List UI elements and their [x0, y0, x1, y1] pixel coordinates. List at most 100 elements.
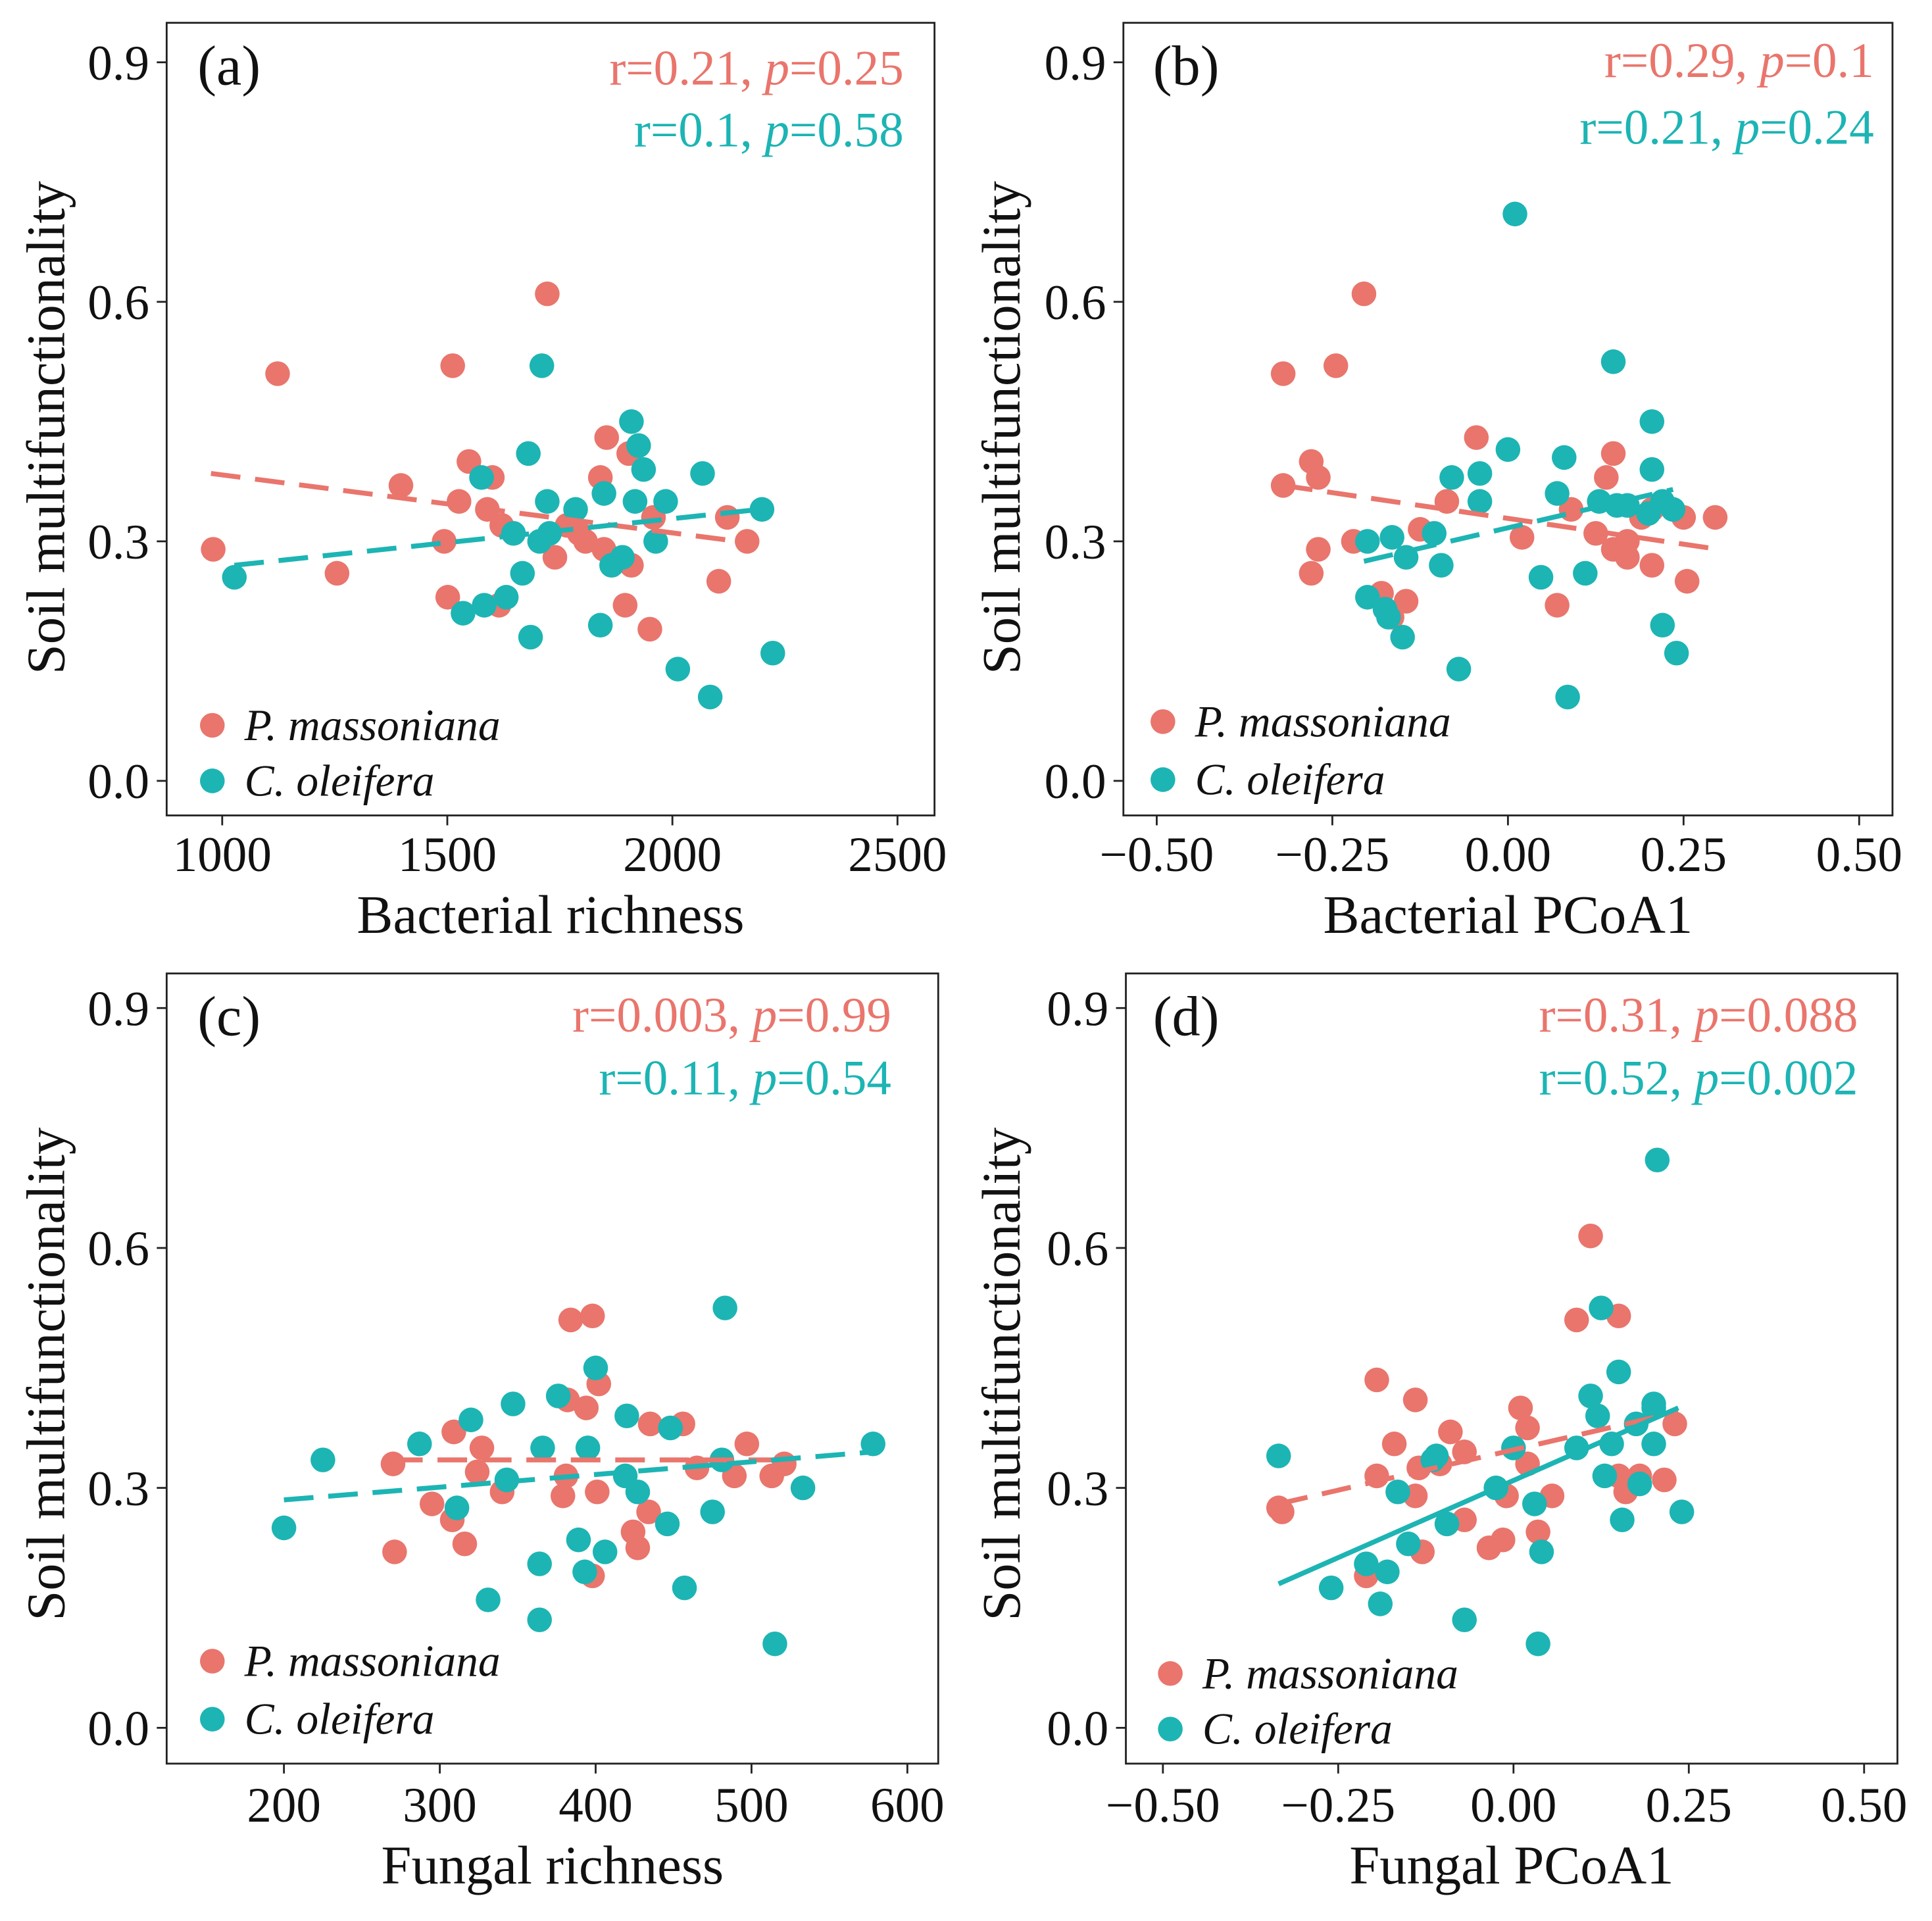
y-tick-label: 0.9 [87, 982, 149, 1037]
data-point-c-oleifera [271, 1515, 297, 1541]
data-point-c-oleifera [653, 489, 678, 514]
y-axis-title: Soil multifunctionality [16, 1128, 76, 1621]
data-point-p-massoniana [1299, 561, 1324, 586]
data-point-p-massoniana [594, 425, 620, 450]
data-point-p-massoniana [1545, 593, 1570, 618]
panel-label: (a) [197, 34, 260, 97]
data-point-p-massoniana [1306, 537, 1331, 562]
data-point-p-massoniana [558, 1307, 583, 1333]
data-point-c-oleifera [1641, 1432, 1666, 1457]
data-point-c-oleifera [1467, 489, 1493, 514]
data-point-c-oleifera [1502, 201, 1527, 227]
data-point-c-oleifera [1606, 1359, 1631, 1385]
data-point-c-oleifera [1318, 1575, 1344, 1601]
plot-frame [1125, 972, 1898, 1765]
data-point-c-oleifera [527, 1551, 552, 1576]
data-point-p-massoniana [550, 1484, 576, 1509]
panel-c: 200 300 400 500 600 0.0 0.3 0.6 0.9 Fungal richne… [16, 972, 945, 1895]
x-tick-label: 0.50 [1821, 1778, 1907, 1833]
data-point-c-oleifera [493, 585, 519, 610]
data-point-c-oleifera [563, 497, 588, 522]
data-point-c-oleifera [790, 1475, 816, 1501]
y-tick-label: 0.9 [1047, 982, 1108, 1037]
plot-frame [165, 972, 939, 1765]
data-point-c-oleifera [1385, 1479, 1410, 1505]
y-tick-label: 0.3 [87, 515, 149, 570]
data-point-c-oleifera [1375, 1559, 1400, 1585]
data-point-c-oleifera [444, 1495, 470, 1520]
legend-key-p-massoniana [1151, 709, 1176, 734]
x-tick-label: 1000 [173, 828, 272, 882]
trend-line-p-massoniana [1283, 483, 1720, 552]
data-point-c-oleifera [1424, 1443, 1449, 1468]
data-point-c-oleifera [592, 1539, 618, 1564]
data-point-p-massoniana [1270, 1499, 1295, 1524]
x-tick-label: 0.25 [1641, 828, 1727, 882]
data-point-p-massoniana [1662, 1411, 1687, 1437]
data-point-p-massoniana [432, 529, 457, 554]
data-point-c-oleifera [583, 1355, 608, 1381]
y-tick-label: 0.6 [1047, 1222, 1108, 1276]
data-point-p-massoniana [452, 1531, 478, 1557]
x-tick-label: 400 [558, 1778, 633, 1833]
y-tick-label: 0.0 [87, 1702, 149, 1757]
panel-label: (d) [1153, 985, 1220, 1048]
data-point-c-oleifera [643, 529, 668, 554]
data-point-c-oleifera [566, 1527, 591, 1553]
data-point-p-massoniana [542, 545, 568, 570]
y-tick-label: 0.6 [87, 1222, 149, 1276]
data-point-c-oleifera [516, 441, 541, 466]
data-point-c-oleifera [527, 1607, 552, 1633]
legend-key-c-oleifera [1158, 1716, 1183, 1741]
correlation-stat-c-oleifera: r=0.21, p=0.24 [1579, 101, 1873, 155]
data-point-p-massoniana [1578, 1223, 1603, 1249]
x-tick-label: 2500 [848, 828, 947, 882]
data-point-c-oleifera [1552, 445, 1577, 470]
data-point-c-oleifera [510, 561, 535, 586]
y-axis-title: Soil multifunctionality [16, 181, 76, 674]
data-point-c-oleifera [625, 1479, 651, 1505]
correlation-stat-c-oleifera: r=0.1, p=0.58 [634, 103, 904, 157]
data-point-c-oleifera [1600, 349, 1626, 374]
data-point-p-massoniana [1639, 553, 1665, 578]
data-point-c-oleifera [1529, 1539, 1554, 1564]
data-point-c-oleifera [614, 1403, 639, 1429]
data-point-p-massoniana [1270, 361, 1296, 386]
data-point-p-massoniana [574, 1395, 599, 1420]
panel-d: −0.50 −0.25 0.00 0.25 0.50 0.0 0.3 0.6 0.9 Fungal… [971, 972, 1907, 1895]
data-point-c-oleifera [222, 564, 247, 590]
data-point-c-oleifera [1573, 561, 1598, 586]
legend-label: C. oleifera [245, 1695, 435, 1744]
trend-line-c-oleifera [1363, 487, 1674, 564]
y-tick-label: 0.0 [1047, 1702, 1108, 1757]
data-point-c-oleifera [672, 1575, 697, 1601]
data-point-c-oleifera [712, 1295, 737, 1320]
data-point-p-massoniana [419, 1491, 445, 1516]
y-tick-label: 0.0 [1045, 755, 1106, 809]
data-point-c-oleifera [1664, 641, 1689, 666]
x-tick-label: 200 [247, 1778, 321, 1833]
data-point-p-massoniana [612, 593, 638, 618]
data-point-p-massoniana [1351, 281, 1377, 307]
data-point-p-massoniana [464, 1459, 490, 1485]
data-point-p-massoniana [585, 1479, 610, 1505]
data-point-c-oleifera [1422, 520, 1447, 546]
legend-key-p-massoniana [200, 1649, 225, 1674]
data-point-p-massoniana [625, 1535, 651, 1560]
legend-label: P. massoniana [1202, 1649, 1458, 1698]
data-point-c-oleifera [591, 481, 616, 506]
data-point-p-massoniana [1464, 425, 1489, 450]
data-point-p-massoniana [637, 1411, 663, 1437]
data-point-c-oleifera [1429, 553, 1454, 578]
data-point-c-oleifera [1545, 481, 1570, 506]
data-point-c-oleifera [622, 489, 648, 514]
y-tick-label: 0.3 [87, 1462, 149, 1516]
data-point-p-massoniana [265, 361, 290, 386]
data-point-p-massoniana [636, 1499, 661, 1524]
data-point-c-oleifera [1639, 457, 1665, 482]
data-point-c-oleifera [1434, 1511, 1460, 1537]
data-point-p-massoniana [1509, 525, 1535, 550]
data-point-c-oleifera [1355, 585, 1380, 610]
data-point-c-oleifera [700, 1499, 725, 1524]
data-point-p-massoniana [1702, 505, 1728, 530]
